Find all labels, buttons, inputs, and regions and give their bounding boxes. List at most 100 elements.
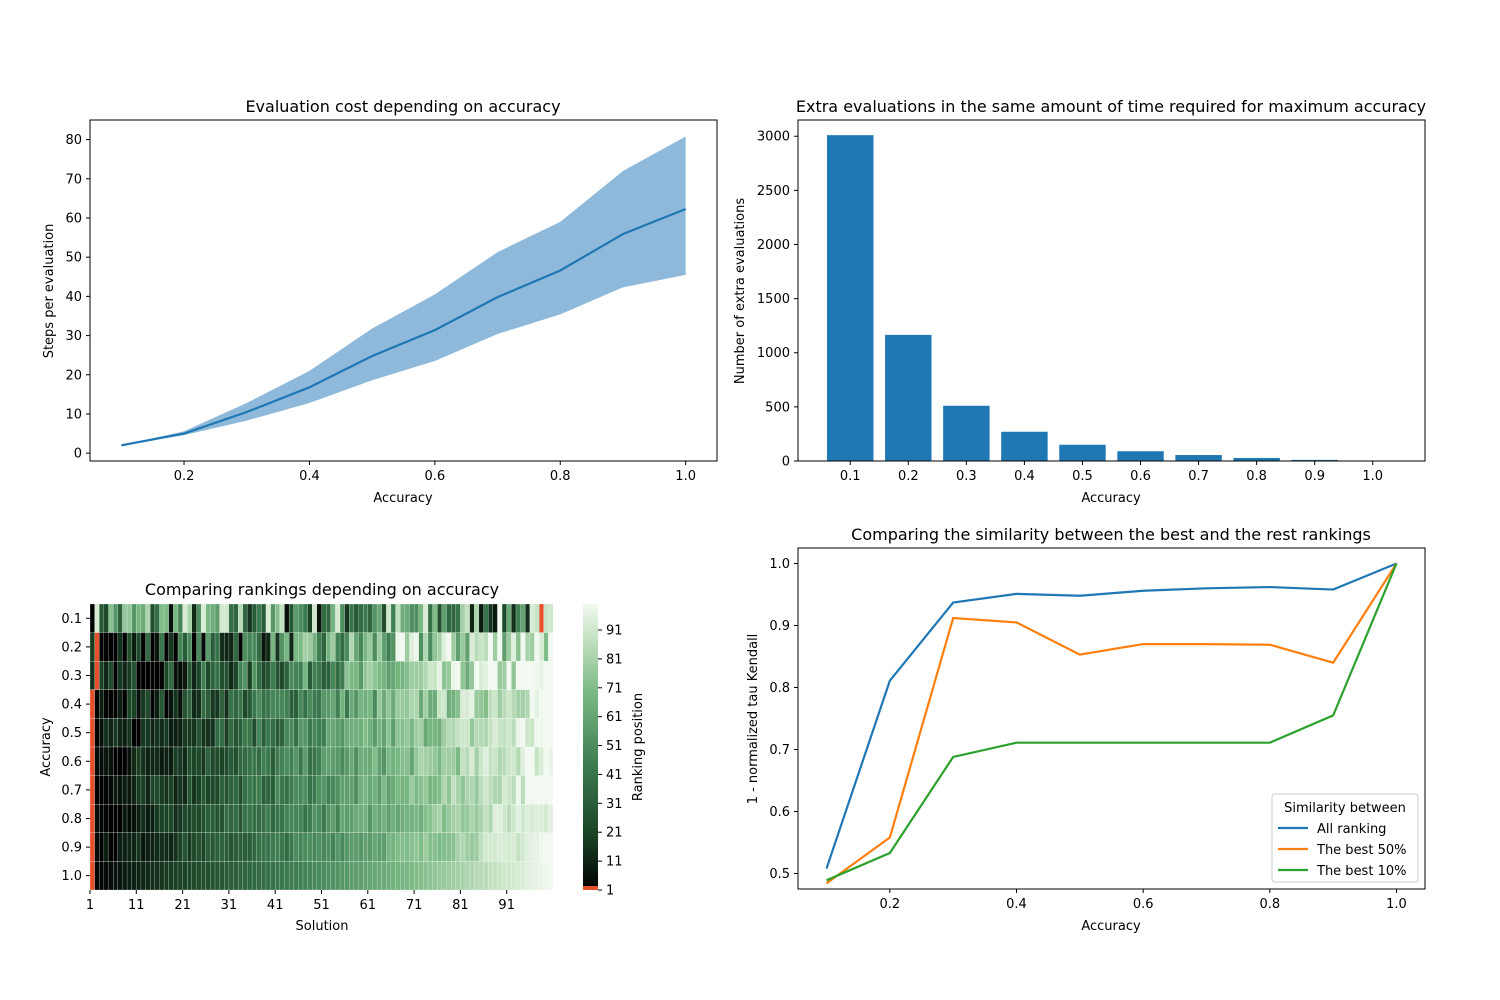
heatmap-cell [196,632,202,662]
heatmap-cell [108,603,114,633]
heatmap-cell [381,861,387,891]
heatmap-cell [437,861,443,891]
heatmap-cell [469,603,475,633]
heatmap-cell [427,861,433,891]
x-tick-label: 0.8 [1259,897,1280,912]
heatmap-cell [298,718,304,748]
heatmap-cell [353,689,359,719]
heatmap-cell [520,746,526,776]
heatmap-cell [529,746,535,776]
heatmap-cell [238,746,244,776]
heatmap-cell [409,746,415,776]
heatmap-cell [409,775,415,805]
heatmap-cell [261,775,267,805]
heatmap-cell [432,832,438,862]
heatmap-cell [187,832,193,862]
heatmap-cell [497,804,503,833]
heatmap-cell [298,775,304,805]
heatmap-cell [432,689,438,719]
heatmap-cell [122,775,128,805]
heatmap-cell [113,746,119,776]
heatmap-cell [525,804,531,833]
heatmap-cell [460,832,466,862]
heatmap-cell [529,832,535,862]
heatmap-cell [349,661,355,690]
heatmap-cell [326,861,332,891]
heatmap-cell [520,689,526,719]
heatmap-cell [316,775,322,805]
heatmap-cell [228,775,234,805]
heatmap-cell [404,775,410,805]
heatmap-cell [418,632,424,662]
heatmap-cell [159,746,165,776]
heatmap-cell [386,832,392,862]
heatmap-cell [113,804,119,833]
heatmap-cell [534,661,540,690]
heatmap-cell [224,775,230,805]
heatmap-cell [404,603,410,633]
heatmap-cell [159,718,165,748]
heatmap-cell [224,689,230,719]
heatmap-cell [247,775,253,805]
heatmap-cell [330,689,336,719]
heatmap-cell [307,603,313,633]
heatmap-cell [469,746,475,776]
heatmap-cell [173,775,179,805]
y-tick-label: 1.0 [61,869,82,884]
heatmap-cell [376,832,383,862]
heatmap-cell [474,632,480,662]
heatmap-cell [353,775,359,805]
heatmap-cell [469,718,475,748]
heatmap-cell [94,632,100,662]
heatmap-cell [488,861,494,891]
heatmap-cell [400,804,406,833]
heatmap-cell [330,775,336,805]
heatmap-cell [515,718,521,748]
heatmap-cell [511,804,517,833]
heatmap-cell [413,603,420,633]
heatmap-cell [390,861,396,891]
heatmap-cell [427,689,433,719]
heatmap-cell [122,804,128,833]
heatmap-cell [182,718,188,748]
heatmap-cell [400,861,406,891]
heatmap-cell [177,718,183,748]
heatmap-cell [358,832,364,862]
heatmap-cell [395,746,401,776]
heatmap-cell [474,861,480,891]
heatmap-cell [182,861,188,891]
heatmap-cell [256,661,262,690]
x-tick-label: 0.6 [425,469,446,484]
heatmap-cell [501,661,508,690]
x-tick-label: 0.5 [1072,469,1093,484]
heatmap-cell [191,661,197,690]
heatmap-cell [339,632,345,662]
y-tick-label: 0 [74,447,82,462]
heatmap-cell [247,661,253,690]
y-tick-label: 0.5 [61,726,82,741]
heatmap-cell [381,775,387,805]
heatmap-cell [376,746,383,776]
heatmap-cell [200,603,207,633]
heatmap-cell [191,861,197,891]
heatmap-cell [381,804,387,833]
heatmap-cell [423,832,429,862]
heatmap-cell [242,718,248,748]
heatmap-cell [344,804,350,833]
heatmap-cell [200,632,207,662]
heatmap-cell [386,603,392,633]
heatmap-cell [122,718,128,748]
heatmap-cell [312,632,318,662]
heatmap-cell [191,689,197,719]
heatmap-cell [409,603,415,633]
heatmap-cell [376,861,383,891]
heatmap-cell [409,661,415,690]
heatmap-cell [302,718,308,748]
heatmap-cell [326,804,332,833]
heatmap-cell [515,661,521,690]
heatmap-cell [413,832,420,862]
heatmap-cell [330,632,336,662]
heatmap-cell [168,718,174,748]
heatmap-cell [455,603,461,633]
heatmap-cell [520,775,526,805]
